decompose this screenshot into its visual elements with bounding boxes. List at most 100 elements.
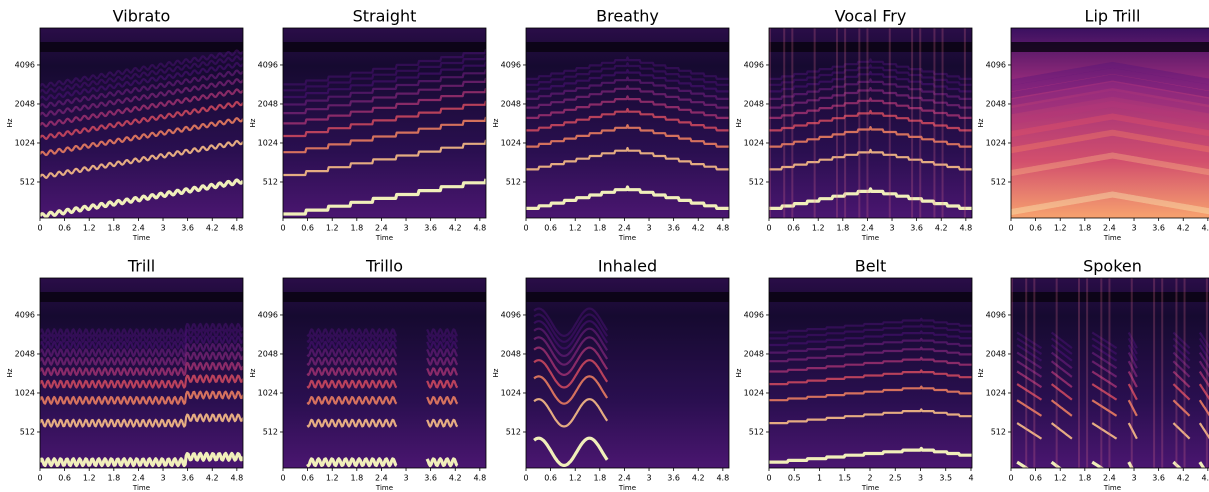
panel: Belt 0 0.5 1 1.5 2 2.5 3 3.5 4 512 1024 2048 4096 Time… (735, 257, 974, 492)
harmonic (40, 322, 243, 338)
harmonic (769, 317, 972, 334)
harmonic (1016, 337, 1209, 355)
y-tick-label: 512 (991, 177, 1006, 186)
x-tick-label: 3.5 (939, 474, 952, 483)
harmonic (1011, 82, 1209, 106)
x-tick-label: 0.6 (544, 224, 557, 233)
x-tick-label: 3 (646, 474, 651, 483)
harmonic (306, 348, 459, 358)
panel: Lip Trill 0 0.6 1.2 1.8 2.4 3 3.6 4.2 4.8 512 1024 2… (977, 7, 1209, 242)
spectrogram-background (769, 28, 972, 218)
y-tick-label: 1024 (15, 138, 35, 147)
axes-frame (1010, 277, 1209, 469)
x-tick-label: 0.6 (301, 224, 314, 233)
harmonic (526, 185, 729, 210)
harmonic (306, 457, 459, 468)
harmonic (533, 313, 609, 343)
y-tick-label: 512 (263, 177, 278, 186)
x-tick-label: 4.2 (692, 224, 705, 233)
y-tick-label: 512 (263, 427, 278, 436)
harmonic (306, 367, 459, 377)
y-tick-label: 2048 (15, 99, 35, 108)
panel-title: Inhaled (598, 257, 657, 276)
x-axis-label: Time (618, 484, 636, 492)
x-tick-label: 1.8 (1078, 474, 1091, 483)
harmonic (40, 55, 243, 95)
harmonic (1016, 344, 1209, 362)
x-tick-label: 0.6 (787, 224, 800, 233)
x-tick-label: 0.5 (788, 474, 801, 483)
harmonic (1011, 113, 1209, 138)
x-tick-label: 1.8 (107, 474, 120, 483)
noise-band (769, 42, 972, 52)
y-tick-label: 1024 (986, 388, 1006, 397)
spectrogram (769, 278, 972, 468)
harmonic (1011, 67, 1209, 92)
x-tick-label: 1.2 (812, 224, 825, 233)
panel-title: Breathy (596, 7, 659, 26)
harmonic (40, 328, 243, 343)
harmonic (533, 398, 609, 428)
harmonic (306, 379, 459, 389)
x-tick-label: 4.2 (206, 224, 219, 233)
panel: Trill 0 0.6 1.2 1.8 2.4 3 3.6 4.2 4.8 512 1024 2048 4… (6, 257, 244, 492)
harmonic (40, 374, 243, 389)
harmonic (1011, 129, 1209, 154)
axes-frame (39, 277, 244, 469)
x-tick-label: 3 (403, 474, 408, 483)
harmonic (283, 100, 486, 138)
glottal-stripe (1011, 278, 1013, 468)
harmonic (283, 61, 486, 99)
spectrogram-background (1011, 28, 1209, 218)
x-tick-label: 0 (1008, 224, 1013, 233)
x-tick-label: 3 (889, 224, 894, 233)
glottal-stripe (858, 28, 861, 218)
spectrogram (283, 278, 486, 468)
y-tick-label: 512 (506, 177, 521, 186)
glottal-stripe (791, 28, 794, 218)
x-tick-label: 4.2 (449, 474, 462, 483)
x-tick-label: 3.6 (1152, 474, 1165, 483)
harmonic (1016, 331, 1209, 350)
y-axis-label: Hz (492, 118, 500, 127)
harmonic (526, 124, 729, 148)
glottal-stripe (1055, 278, 1058, 468)
y-tick-label: 4096 (501, 60, 521, 69)
x-tick-label: 3.6 (667, 474, 680, 483)
glottal-stripe (1025, 278, 1028, 468)
harmonic (769, 346, 972, 363)
glottal-stripe (1205, 278, 1208, 468)
x-tick-label: 1.5 (838, 474, 851, 483)
x-tick-label: 3.6 (181, 474, 194, 483)
harmonic (526, 146, 729, 171)
x-tick-label: 0 (280, 474, 285, 483)
harmonic (283, 77, 486, 115)
axes-frame (1010, 27, 1209, 219)
glottal-stripe (769, 28, 771, 218)
spectrogram (40, 278, 243, 468)
glottal-stripe (941, 28, 944, 218)
x-axis-label: Time (618, 234, 636, 242)
y-tick-label: 4096 (744, 60, 764, 69)
harmonic (306, 418, 459, 428)
glottal-stripe (1183, 278, 1186, 468)
y-axis-label: Hz (6, 368, 14, 377)
y-tick-label: 512 (749, 427, 764, 436)
panel: Vibrato 0 0.6 1.2 1.8 2.4 3 3.6 4.2 4.8 512 1024 204… (6, 7, 244, 242)
spectrogram (283, 28, 486, 218)
harmonic (40, 61, 243, 101)
harmonic (1011, 90, 1209, 115)
x-tick-label: 0.6 (544, 474, 557, 483)
x-tick-label: 0.6 (58, 224, 71, 233)
noise-band (40, 292, 243, 302)
x-tick-label: 2.4 (861, 224, 874, 233)
y-axis-label: Hz (977, 118, 985, 127)
glottal-stripe (963, 28, 966, 218)
harmonic (40, 49, 243, 89)
harmonic (769, 330, 972, 347)
glottal-stripe (1161, 278, 1164, 468)
y-tick-label: 4096 (15, 60, 35, 69)
x-tick-label: 0 (766, 224, 771, 233)
x-axis-label: Time (861, 234, 879, 242)
y-tick-label: 2048 (15, 349, 35, 358)
